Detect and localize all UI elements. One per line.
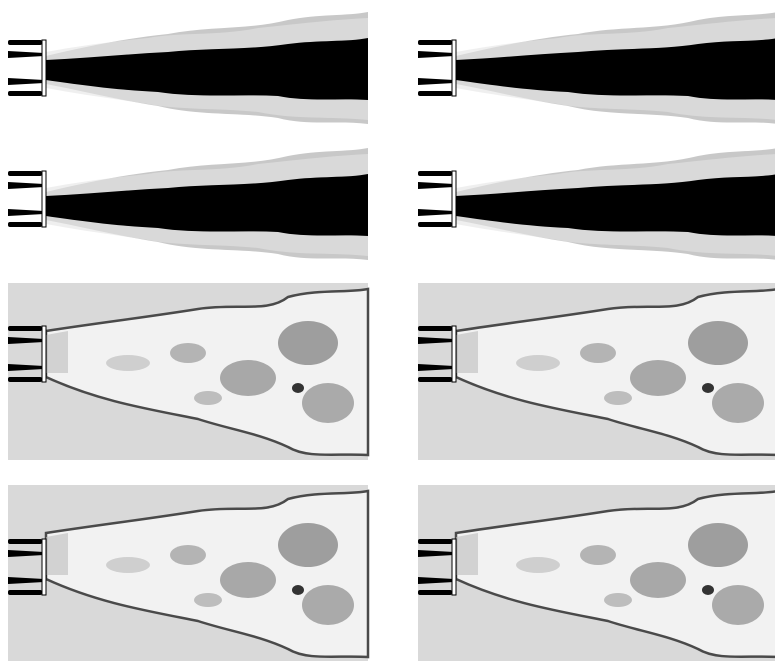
panel (418, 8, 775, 128)
panel (418, 144, 775, 264)
panel (8, 144, 368, 264)
panel (8, 8, 368, 128)
panel (8, 485, 368, 661)
panel (418, 485, 775, 661)
panel (418, 283, 775, 460)
panel (8, 283, 368, 460)
